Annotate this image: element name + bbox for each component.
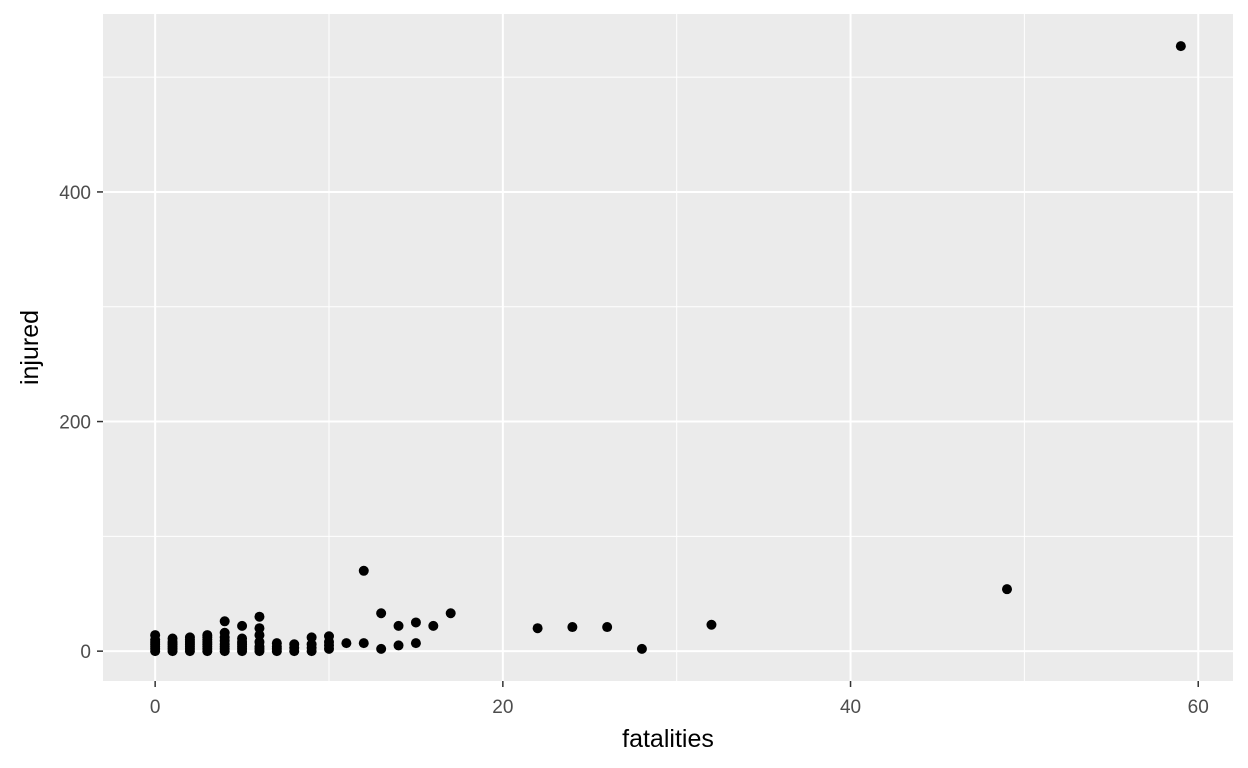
data-point — [237, 633, 248, 644]
x-tick-label: 0 — [150, 697, 161, 718]
data-point — [376, 608, 387, 619]
data-point — [636, 643, 647, 654]
data-point — [219, 627, 230, 638]
plot-panel — [103, 14, 1233, 681]
data-point — [167, 633, 178, 644]
data-point — [410, 617, 421, 628]
data-point — [341, 638, 352, 649]
data-point — [219, 616, 230, 627]
data-point — [289, 639, 300, 650]
y-tick-label: 0 — [80, 642, 91, 663]
x-axis-title: fatalities — [622, 725, 714, 753]
data-point — [445, 608, 456, 619]
data-point — [237, 620, 248, 631]
y-tick-label: 400 — [59, 183, 91, 204]
data-point — [567, 622, 578, 633]
data-point — [428, 620, 439, 631]
data-point — [254, 611, 265, 622]
data-point — [393, 640, 404, 651]
y-axis-title: injured — [16, 310, 44, 385]
y-axis-ticks: 0 200 400 — [59, 183, 103, 663]
data-point — [184, 632, 195, 643]
x-axis-ticks: 0 20 40 60 — [150, 681, 1209, 718]
y-tick-label: 200 — [59, 413, 91, 434]
data-point — [306, 632, 317, 643]
x-tick-label: 40 — [840, 697, 861, 718]
data-point — [254, 623, 265, 634]
data-point — [393, 620, 404, 631]
data-point — [150, 630, 161, 641]
data-point — [324, 631, 334, 642]
data-point — [410, 638, 421, 649]
data-point — [358, 565, 369, 576]
data-point — [306, 639, 317, 650]
data-point — [358, 638, 369, 649]
data-point — [202, 630, 213, 641]
data-point — [706, 619, 717, 630]
data-points — [150, 41, 1186, 657]
data-point — [376, 643, 387, 654]
data-point — [1002, 584, 1012, 595]
data-point — [1175, 41, 1186, 52]
data-point — [254, 636, 265, 647]
minor-gridlines — [103, 14, 1233, 681]
x-tick-label: 20 — [492, 697, 513, 718]
data-point — [602, 622, 613, 633]
data-point — [271, 638, 282, 649]
data-point — [532, 623, 543, 634]
x-tick-label: 60 — [1188, 697, 1209, 718]
data-point — [254, 630, 265, 641]
